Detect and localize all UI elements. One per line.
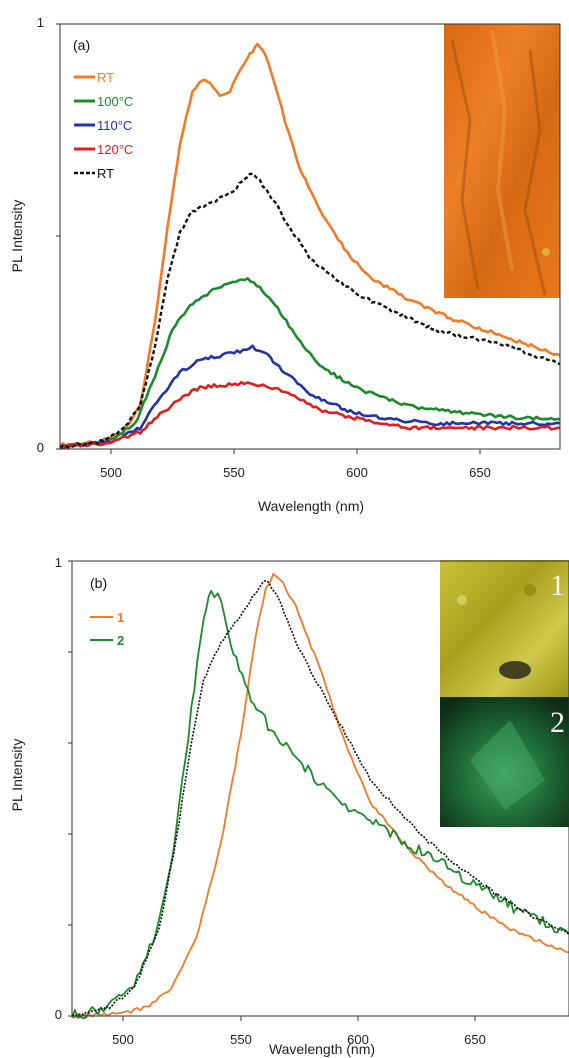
legend-label-a-3: 120°C [97, 142, 133, 157]
x-tick-a-500: 500 [100, 465, 122, 480]
inset-photo-a [444, 24, 560, 298]
panel-a: PL Intensity 0 1 500 550 600 650 Wavelen… [9, 15, 561, 514]
series-line-a-1 [59, 277, 561, 450]
legend-label-a-1: 100°C [97, 94, 133, 109]
legend-label-b-0: 1 [117, 610, 124, 625]
legend-label-a-2: 110°C [97, 118, 132, 133]
y-tick-b-0: 0 [55, 1007, 62, 1022]
inset-photo-b: 1 2 [440, 560, 569, 827]
series-line-a-3 [59, 380, 560, 449]
legend-label-a-0: RT [97, 70, 114, 85]
x-tick-b-600: 600 [347, 1032, 369, 1047]
y-tick-a-0: 0 [37, 440, 44, 455]
x-tick-a-650: 650 [469, 465, 491, 480]
y-tick-b-1: 1 [55, 555, 62, 570]
y-axis-label-a: PL Intensity [9, 200, 25, 273]
panel-label-a: (a) [73, 37, 90, 53]
series-line-b-2 [71, 579, 569, 1017]
plot-frame-b [71, 560, 569, 1017]
panel-label-b: (b) [90, 575, 107, 591]
x-tick-a-550: 550 [223, 465, 245, 480]
panel-b: PL Intensity 0 1 500 550 600 650 Wavelen… [9, 555, 569, 1057]
x-tick-a-600: 600 [346, 465, 368, 480]
x-tick-b-650: 650 [464, 1032, 486, 1047]
inset-label-1: 1 [550, 569, 565, 602]
x-tick-b-550: 550 [230, 1032, 252, 1047]
series-lines-a [59, 42, 561, 450]
x-axis-label-b: Wavelength (nm) [269, 1041, 375, 1057]
legend-label-b-1: 2 [117, 633, 124, 648]
inset-label-2: 2 [550, 706, 565, 739]
series-lines-b [71, 572, 569, 1020]
series-line-a-2 [59, 344, 561, 450]
x-axis-label-a: Wavelength (nm) [258, 498, 364, 514]
x-tick-b-500: 500 [112, 1032, 134, 1047]
series-line-b-0 [71, 572, 569, 1019]
legend-a: RT 100°C 110°C 120°C RT [74, 70, 133, 181]
legend-b: 1 2 [90, 610, 124, 648]
series-line-a-4 [59, 172, 561, 449]
y-tick-a-1: 1 [37, 15, 44, 30]
legend-label-a-4: RT [97, 166, 114, 181]
y-axis-label-b: PL Intensity [9, 739, 25, 812]
series-line-b-1 [71, 590, 569, 1020]
